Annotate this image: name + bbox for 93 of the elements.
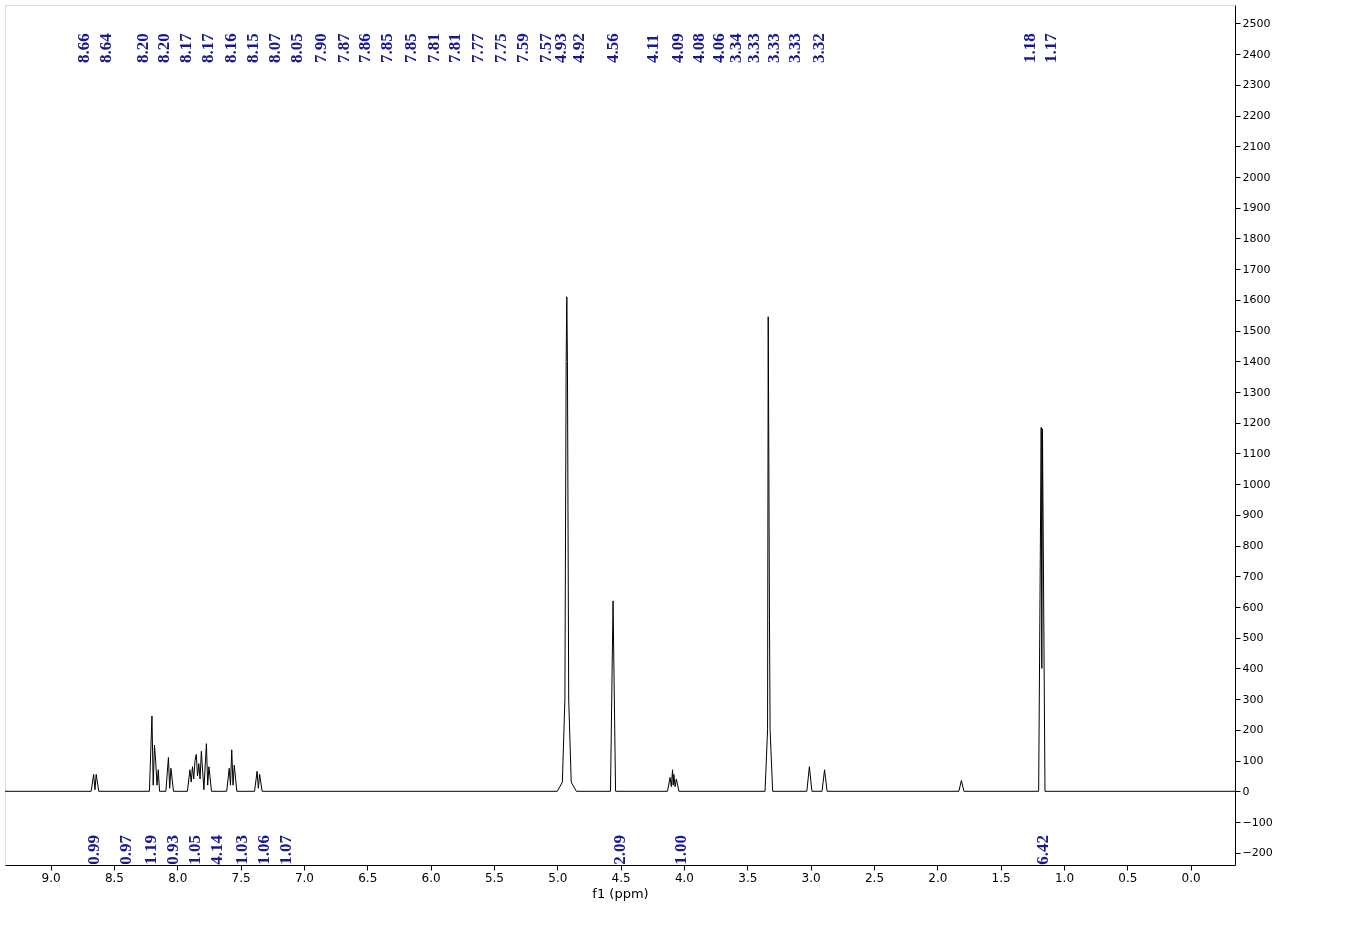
annotation: 4.09 xyxy=(667,33,687,63)
annotation: 7.86 xyxy=(355,33,375,63)
annotation: 8.05 xyxy=(287,33,307,63)
annotation: 0.99 xyxy=(84,835,104,865)
x-tick-label: 8.0 xyxy=(168,870,188,885)
annotation: 1.05 xyxy=(185,835,205,865)
annotation: 8.20 xyxy=(132,33,152,63)
x-axis-title: f1 (ppm) xyxy=(592,885,649,901)
y-tick-label: 2200 xyxy=(1242,109,1271,123)
y-tick-label: 100 xyxy=(1242,754,1264,768)
annotation: 1.03 xyxy=(231,835,251,865)
annotation: 8.66 xyxy=(73,33,93,63)
y-tick-label: 1400 xyxy=(1242,354,1271,368)
annotation: 8.64 xyxy=(96,32,116,63)
annotation: 8.17 xyxy=(176,32,196,63)
y-tick-label: 1300 xyxy=(1242,385,1271,399)
y-tick-label: 1700 xyxy=(1242,262,1271,276)
y-tick-label: 1800 xyxy=(1242,231,1271,245)
x-tick-label: 4.5 xyxy=(611,870,631,885)
annotation: 4.08 xyxy=(688,33,708,63)
annotation: 2.09 xyxy=(610,835,629,865)
annotation: 7.59 xyxy=(512,33,532,63)
annotation: 8.20 xyxy=(153,33,173,63)
y-tick-label: −200 xyxy=(1242,846,1273,860)
y-tick-label: 1200 xyxy=(1242,416,1271,430)
annotation: 4.92 xyxy=(568,33,588,63)
x-tick-label: 6.0 xyxy=(421,870,441,885)
y-tick-label: 300 xyxy=(1242,692,1264,706)
annotation: 7.85 xyxy=(377,33,397,63)
annotation: 3.33 xyxy=(763,33,783,63)
x-tick-label: 4.0 xyxy=(674,870,695,885)
annotation: 1.18 xyxy=(1019,33,1039,63)
x-tick-label: 0.0 xyxy=(1181,870,1201,885)
x-tick-label: 2.0 xyxy=(928,870,948,885)
annotation: 3.34 xyxy=(726,32,746,63)
x-tick-label: 3.5 xyxy=(738,870,758,885)
y-tick-label: 200 xyxy=(1242,723,1264,737)
y-tick-label: 1900 xyxy=(1242,201,1271,215)
y-tick-label: 0 xyxy=(1242,784,1250,798)
y-tick-label: 2400 xyxy=(1242,47,1271,61)
annotation: 1.00 xyxy=(670,835,690,865)
x-tick-label: 5.0 xyxy=(548,870,568,885)
annotation: 1.07 xyxy=(276,834,296,865)
y-tick-label: 1100 xyxy=(1242,446,1271,460)
annotation: 0.97 xyxy=(116,834,136,865)
annotation: 7.90 xyxy=(310,33,330,63)
annotation: 7.81 xyxy=(423,33,443,63)
annotation: 4.56 xyxy=(602,33,622,63)
y-tick-label: 700 xyxy=(1242,569,1264,583)
x-tick-label: 1.0 xyxy=(1054,870,1075,885)
y-tick-label: 800 xyxy=(1242,539,1264,553)
annotation: 1.06 xyxy=(253,835,273,865)
y-tick-label: 500 xyxy=(1242,631,1264,645)
y-tick-label: 600 xyxy=(1242,600,1264,614)
y-tick-label: 1000 xyxy=(1242,477,1271,491)
annotation: 1.19 xyxy=(140,835,160,865)
y-tick-label: 1600 xyxy=(1242,293,1271,307)
x-tick-label: 5.5 xyxy=(484,870,505,885)
annotation: 7.77 xyxy=(468,32,488,63)
x-tick-label: 0.5 xyxy=(1118,870,1138,885)
annotation: 8.16 xyxy=(220,33,240,63)
annotation: 8.15 xyxy=(242,33,262,63)
annotation: 7.81 xyxy=(445,33,465,63)
annotation: 3.33 xyxy=(784,33,804,63)
x-tick-label: 7.5 xyxy=(231,870,251,885)
annotation: 3.33 xyxy=(743,33,763,63)
annotation: 8.07 xyxy=(265,32,285,63)
y-tick-label: 2100 xyxy=(1242,139,1271,153)
annotation: 1.17 xyxy=(1040,32,1060,63)
x-tick-label: 6.5 xyxy=(358,870,378,885)
annotation: 4.06 xyxy=(709,33,729,63)
x-tick-label: 2.5 xyxy=(864,870,885,885)
annotation: 6.42 xyxy=(1032,835,1052,865)
x-tick-label: 8.5 xyxy=(104,870,124,885)
y-tick-label: 2500 xyxy=(1242,16,1271,30)
y-tick-label: 1500 xyxy=(1242,324,1271,338)
annotation: 3.32 xyxy=(809,33,829,63)
y-tick-label: 2000 xyxy=(1242,170,1271,184)
x-tick-label: 1.5 xyxy=(991,870,1011,885)
annotation: 0.93 xyxy=(162,835,182,865)
x-tick-label: 3.0 xyxy=(801,870,821,885)
y-tick-label: 400 xyxy=(1242,661,1264,675)
annotation: 7.87 xyxy=(333,32,353,63)
annotation: 8.17 xyxy=(198,32,218,63)
y-tick-label: 900 xyxy=(1242,508,1264,522)
x-tick-label: 7.0 xyxy=(294,870,314,885)
y-tick-label: −100 xyxy=(1242,815,1273,829)
annotation: 4.11 xyxy=(643,34,663,63)
annotation: 4.14 xyxy=(207,834,227,865)
y-tick-label: 2300 xyxy=(1242,78,1271,92)
annotation: 7.85 xyxy=(400,33,420,63)
x-tick-label: 9.0 xyxy=(41,870,61,885)
annotation: 7.75 xyxy=(490,33,510,63)
